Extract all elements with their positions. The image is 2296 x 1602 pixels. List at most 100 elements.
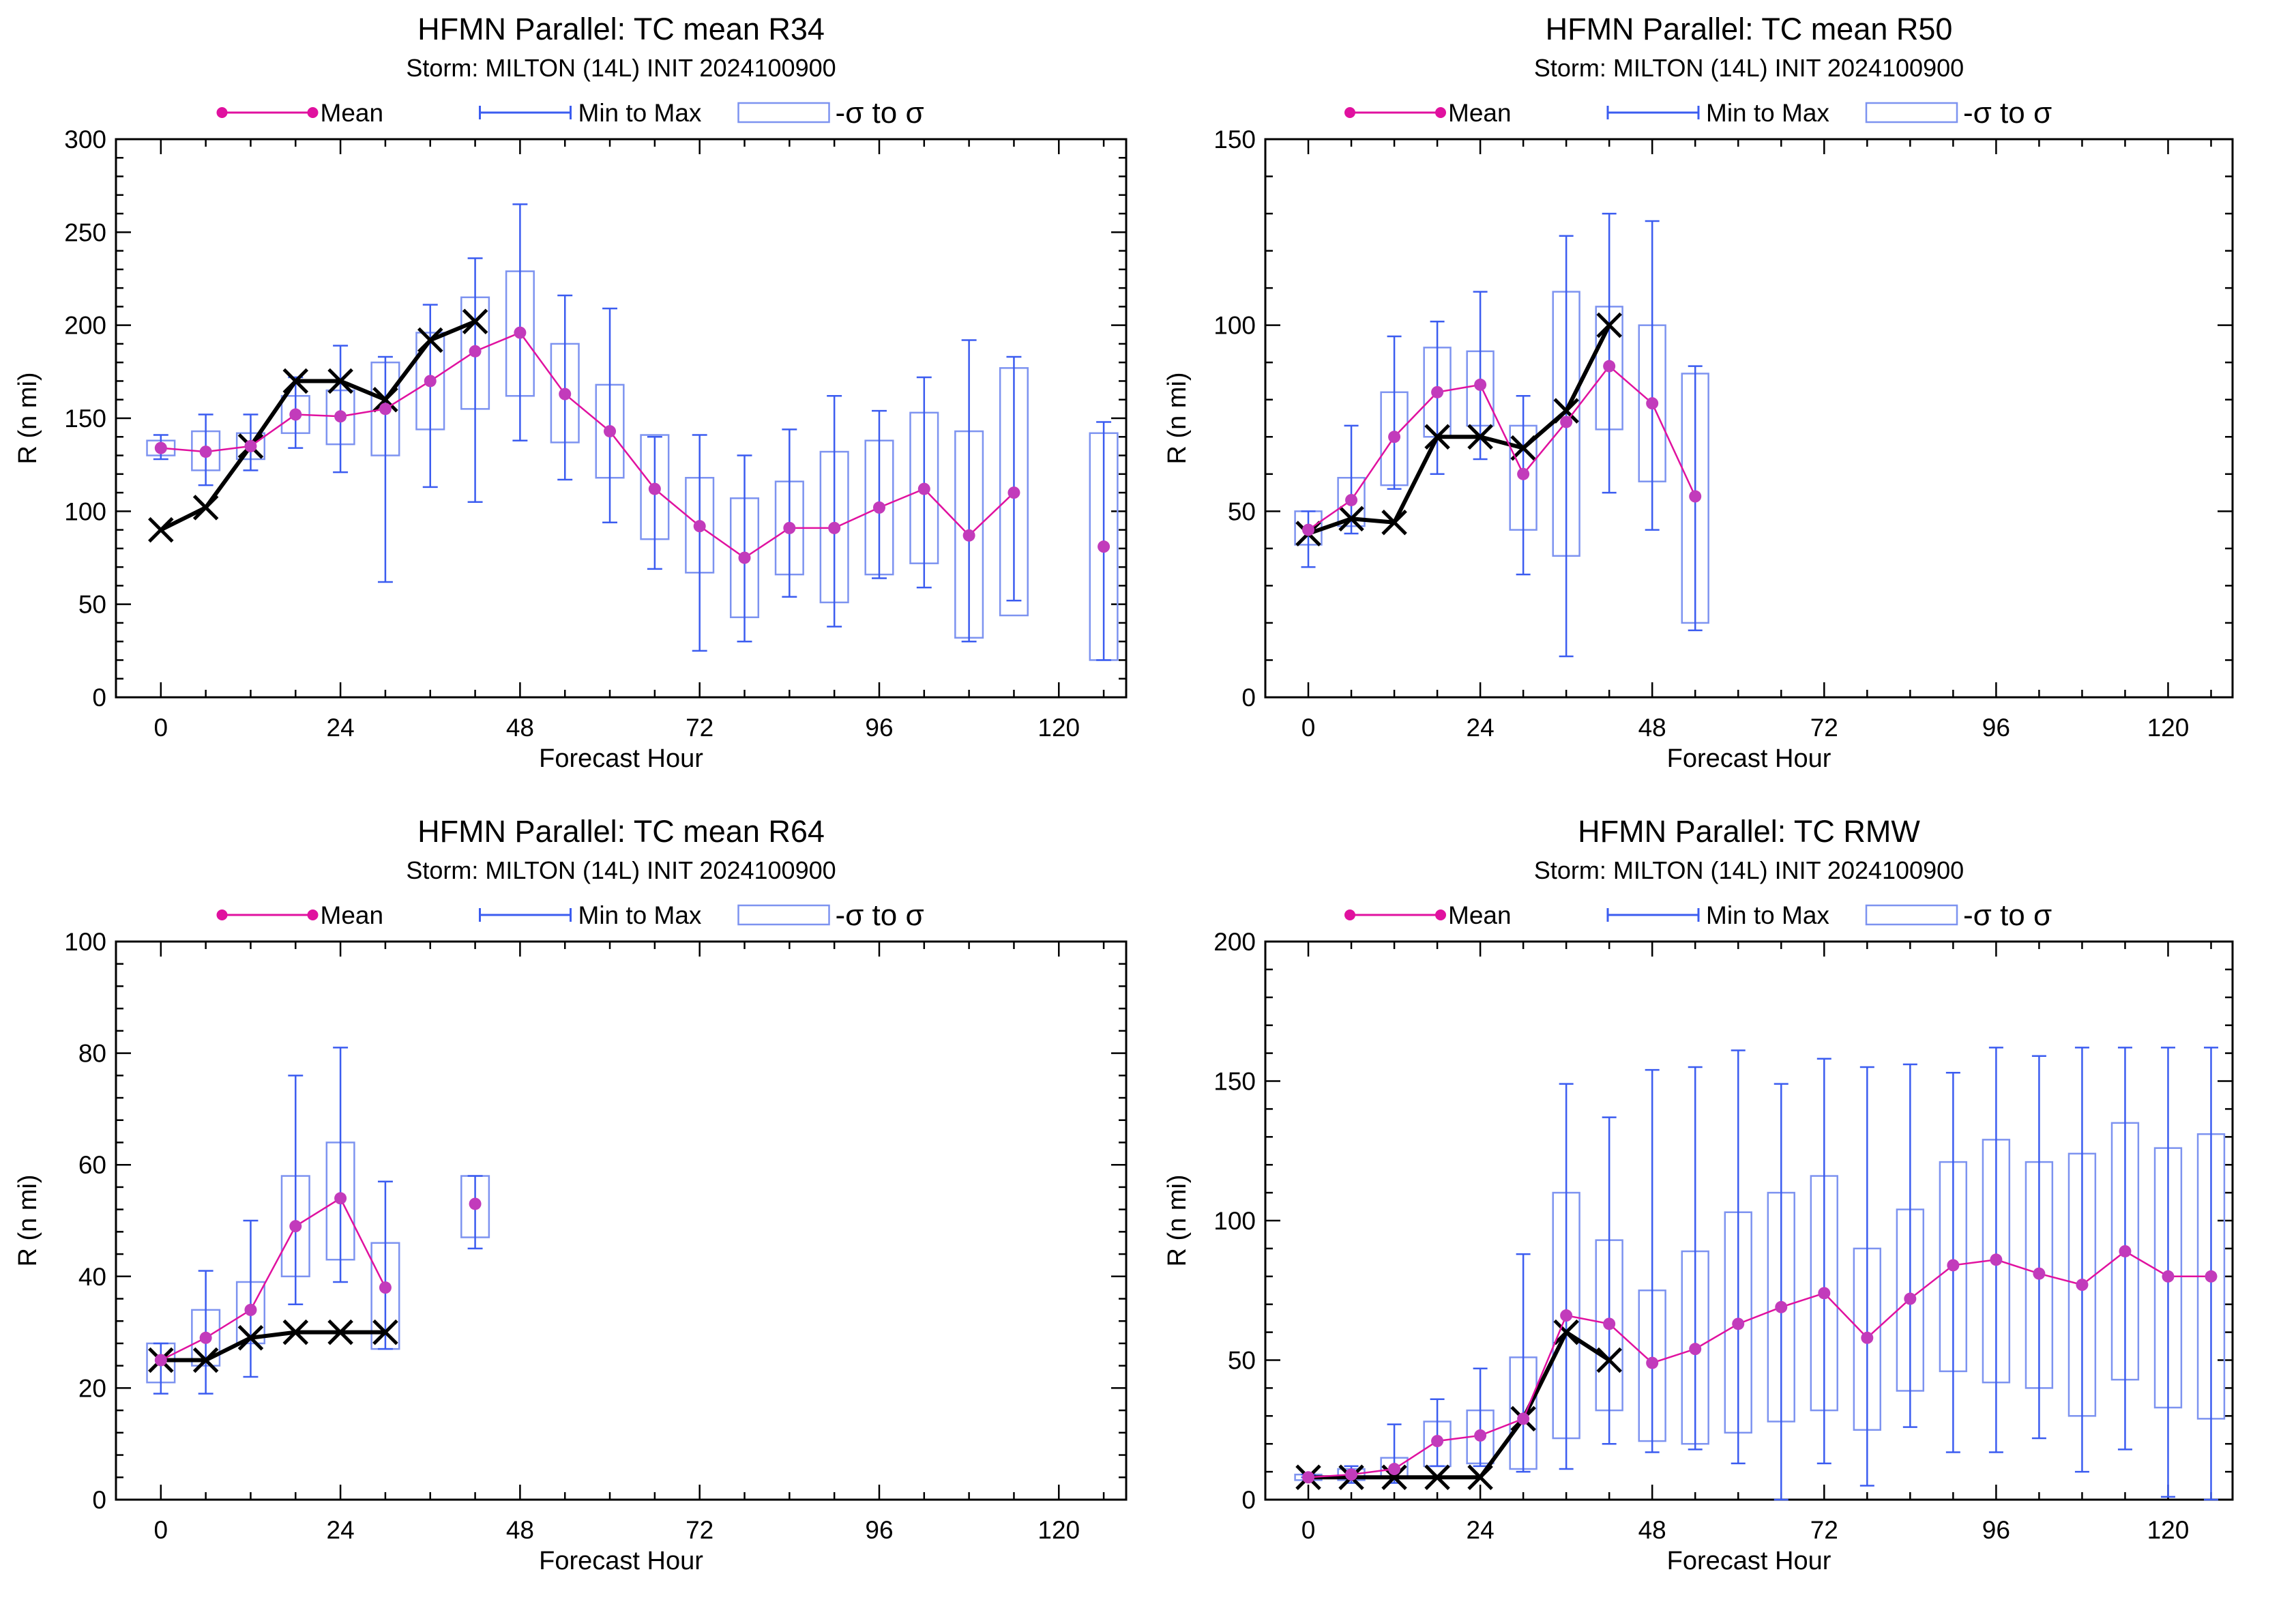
mean-line xyxy=(1308,1250,2211,1479)
x-tick-label: 0 xyxy=(154,714,168,742)
best-track-marker xyxy=(1467,1464,1493,1491)
x-tick-label: 24 xyxy=(1467,1516,1495,1544)
y-tick-label: 100 xyxy=(64,928,106,956)
x-axis-label: Forecast Hour xyxy=(1667,744,1831,773)
data-layer xyxy=(1294,1047,2226,1501)
best-track-marker xyxy=(1510,435,1536,461)
x-tick-label: 96 xyxy=(1982,1516,2010,1544)
x-axis-label: Forecast Hour xyxy=(539,744,703,773)
chart-subtitle: Storm: MILTON (14L) INIT 2024100900 xyxy=(406,856,836,884)
legend-range-label: Min to Max xyxy=(1706,901,1829,929)
mean-marker xyxy=(962,529,975,542)
mean-marker xyxy=(872,501,885,514)
legend-mean-marker xyxy=(1344,909,1355,920)
chart-legend: Mean Min to Max -σ to σ xyxy=(216,899,924,932)
y-tick-label: 150 xyxy=(1213,1068,1256,1096)
mean-marker xyxy=(1517,1412,1530,1425)
best-track-marker xyxy=(1596,1347,1622,1373)
mean-marker xyxy=(828,521,841,534)
mean-marker xyxy=(1388,1463,1401,1476)
y-tick-label: 100 xyxy=(64,497,106,525)
best-track-marker xyxy=(192,1347,219,1373)
x-tick-label: 48 xyxy=(1638,714,1666,742)
x-tick-label: 72 xyxy=(686,714,713,742)
plot-frame xyxy=(115,940,1128,1501)
x-tick-label: 96 xyxy=(865,714,893,742)
mean-marker xyxy=(154,1354,167,1367)
y-tick-label: 100 xyxy=(1213,312,1256,340)
x-tick-label: 72 xyxy=(1810,714,1838,742)
mean-marker xyxy=(1947,1259,1960,1272)
chart-panel-4: HFMN Parallel: TC RMW Storm: MILTON (14L)… xyxy=(1163,814,2234,1575)
mean-marker xyxy=(244,439,257,452)
legend-mean-label: Mean xyxy=(1448,901,1512,929)
x-tick-label: 48 xyxy=(506,714,534,742)
mean-line xyxy=(160,1197,387,1361)
mean-marker xyxy=(1007,486,1020,499)
data-layer xyxy=(146,203,1119,661)
x-tick-label: 120 xyxy=(1037,1516,1080,1544)
y-tick-label: 0 xyxy=(1241,1486,1256,1514)
y-tick-label: 50 xyxy=(1228,497,1256,525)
best-track-marker xyxy=(282,1319,309,1345)
legend-sigma-label: -σ to σ xyxy=(836,96,924,130)
legend-sigma-box xyxy=(1865,102,1958,123)
legend-mean-marker xyxy=(307,107,319,118)
x-tick-label: 120 xyxy=(2147,1516,2190,1544)
legend-mean-label: Mean xyxy=(1448,99,1512,127)
y-axis-label: R (n mi) xyxy=(1163,1174,1192,1266)
mean-marker xyxy=(559,388,572,400)
x-tick-label: 48 xyxy=(506,1516,534,1544)
mean-marker xyxy=(469,345,482,358)
y-tick-label: 20 xyxy=(78,1374,106,1402)
mean-marker xyxy=(1302,1471,1315,1484)
y-tick-label: 150 xyxy=(64,405,106,433)
best-track-marker xyxy=(327,368,353,394)
best-track-line xyxy=(160,319,476,532)
mean-marker xyxy=(1517,467,1530,480)
best-track-marker xyxy=(1381,509,1407,536)
mean-marker xyxy=(1474,378,1487,391)
best-track-marker xyxy=(1338,506,1364,532)
mean-marker xyxy=(1689,1343,1702,1356)
mean-marker xyxy=(693,520,706,533)
mean-marker xyxy=(199,1331,212,1344)
x-tick-label: 0 xyxy=(154,1516,168,1544)
mean-marker xyxy=(379,1281,392,1294)
chart-title: HFMN Parallel: TC mean R34 xyxy=(417,12,825,46)
x-tick-label: 72 xyxy=(1810,1516,1838,1544)
mean-marker xyxy=(1302,523,1315,536)
best-track-line xyxy=(160,1330,385,1363)
mean-marker xyxy=(1560,416,1573,428)
legend-mean-marker xyxy=(216,107,228,118)
mean-marker xyxy=(1818,1287,1831,1300)
y-tick-label: 100 xyxy=(1213,1207,1256,1235)
mean-marker xyxy=(1388,431,1401,443)
legend-sigma-box xyxy=(737,904,830,926)
chart-legend: Mean Min to Max -σ to σ xyxy=(1344,96,2052,130)
mean-marker xyxy=(1431,385,1444,398)
mean-marker xyxy=(738,551,751,564)
mean-marker xyxy=(1560,1309,1573,1322)
mean-marker xyxy=(1646,1356,1659,1369)
y-tick-label: 300 xyxy=(64,126,106,154)
legend-mean-marker xyxy=(1435,909,1446,920)
mean-marker xyxy=(289,1220,302,1233)
best-track-marker xyxy=(417,327,443,353)
x-tick-label: 120 xyxy=(2147,714,2190,742)
x-axis-label: Forecast Hour xyxy=(1667,1547,1831,1575)
y-tick-label: 200 xyxy=(64,312,106,340)
x-tick-label: 96 xyxy=(865,1516,893,1544)
best-track-marker xyxy=(1467,424,1493,450)
mean-marker xyxy=(1603,360,1616,373)
x-tick-label: 48 xyxy=(1638,1516,1666,1544)
y-tick-label: 150 xyxy=(1213,126,1256,154)
mean-marker xyxy=(334,1192,347,1205)
mean-marker xyxy=(2119,1244,2132,1257)
y-tick-label: 0 xyxy=(92,1486,106,1514)
best-track-marker xyxy=(327,1319,353,1345)
y-tick-label: 80 xyxy=(78,1040,106,1068)
x-tick-label: 24 xyxy=(327,1516,355,1544)
mean-marker xyxy=(1345,493,1358,506)
